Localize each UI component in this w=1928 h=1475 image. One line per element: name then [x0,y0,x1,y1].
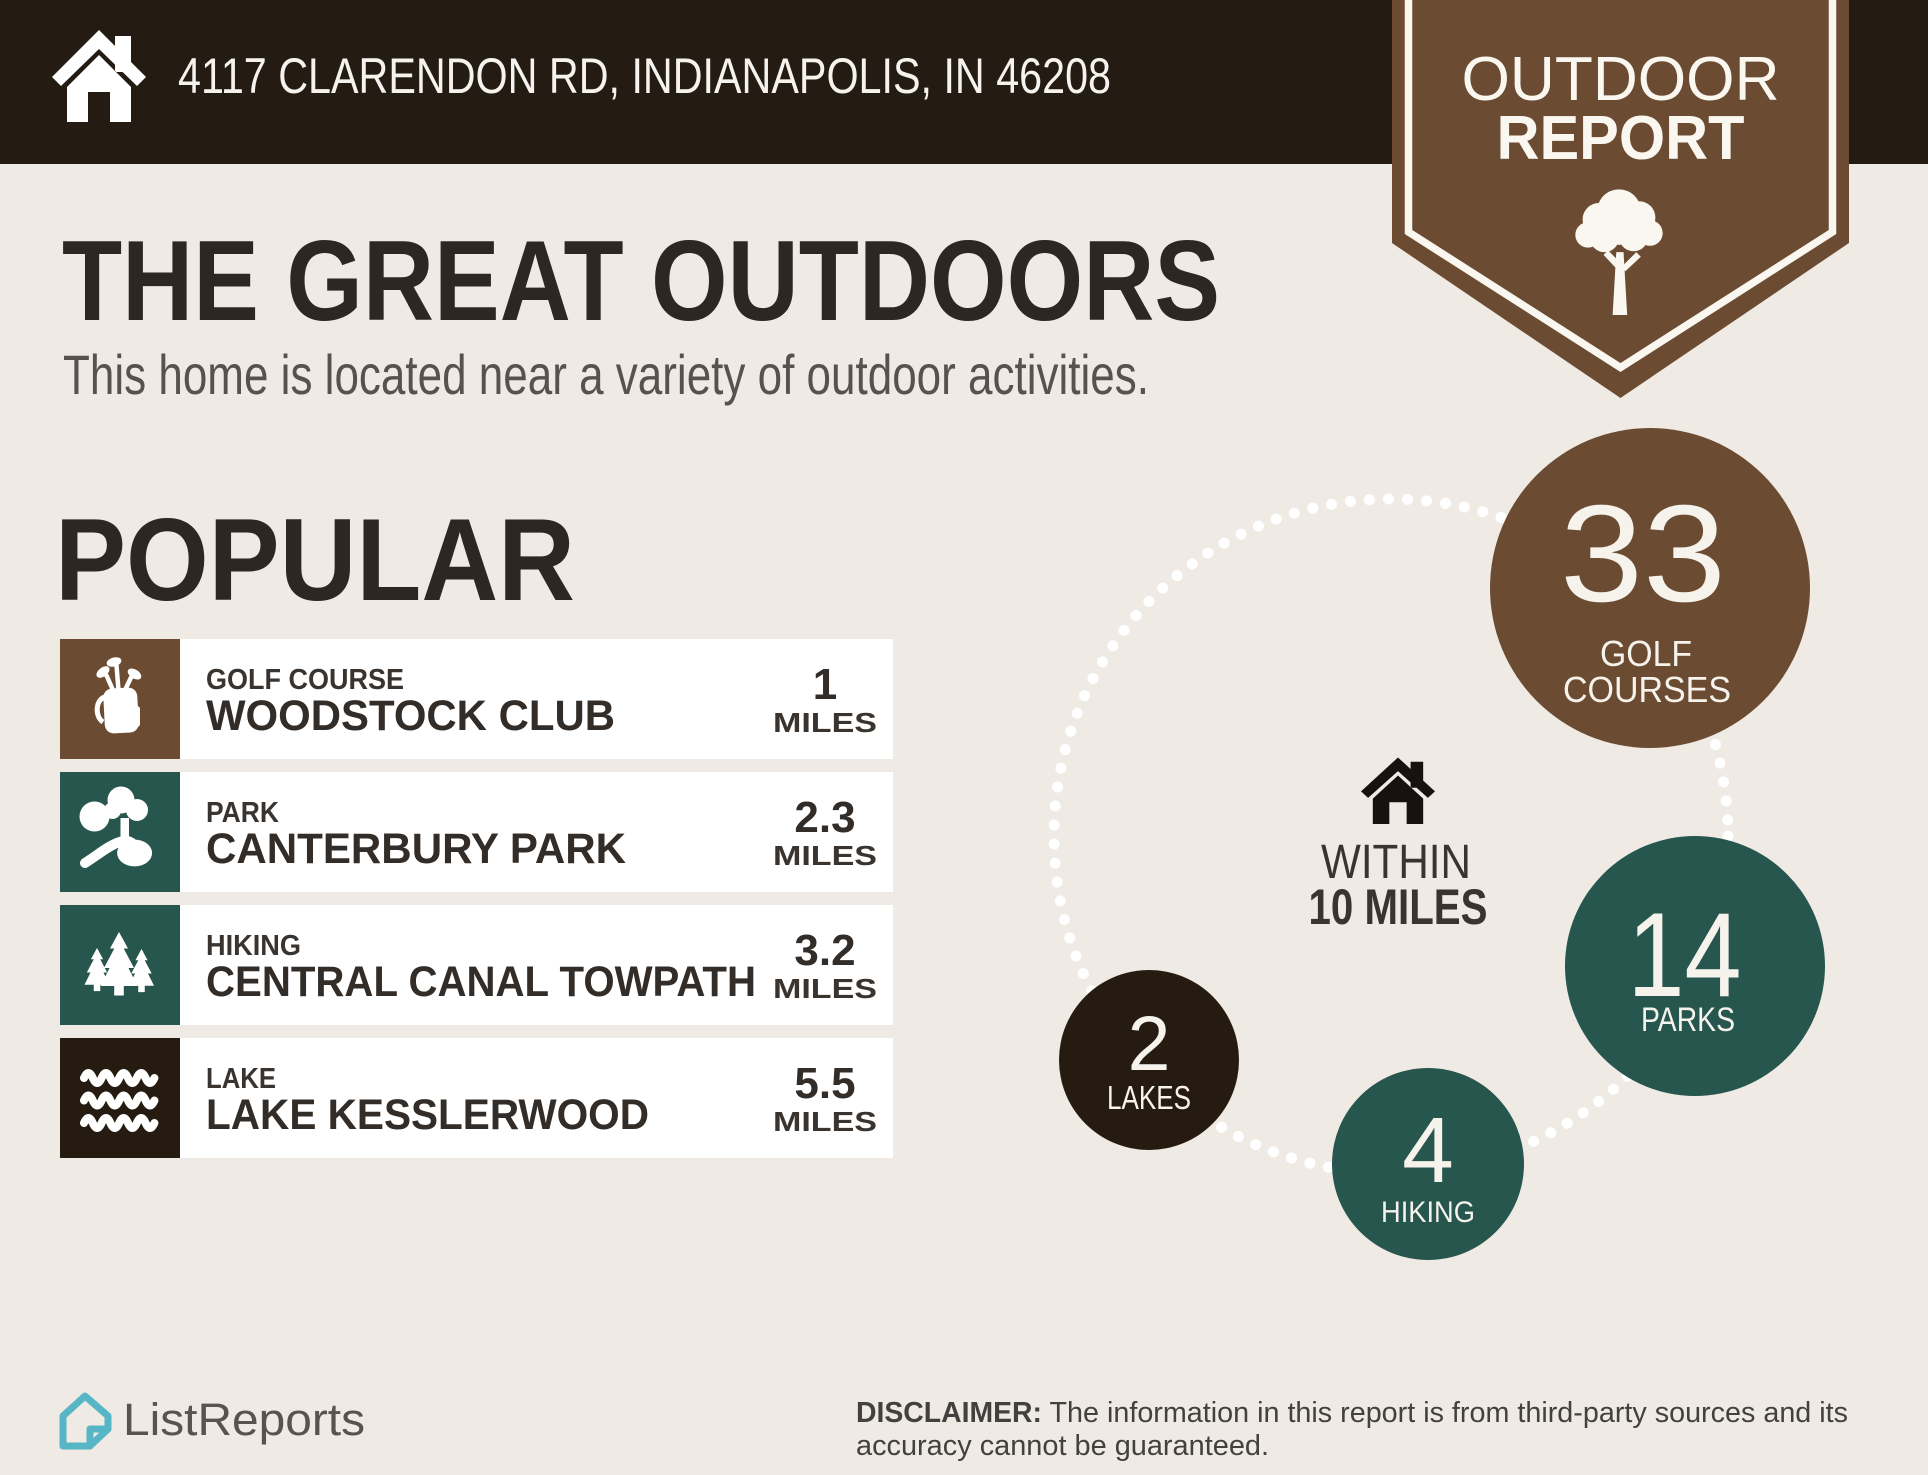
svg-text:COURSES: COURSES [1563,669,1731,710]
svg-text:3.2: 3.2 [794,926,855,975]
svg-text:MILES: MILES [773,840,877,871]
svg-text:MILES: MILES [773,1106,877,1137]
svg-text:OUTDOOR: OUTDOOR [1462,45,1780,114]
svg-text:WITHIN: WITHIN [1321,836,1471,889]
svg-text:THE GREAT OUTDOORS: THE GREAT OUTDOORS [62,218,1220,345]
svg-text:LAKE KESSLERWOOD: LAKE KESSLERWOOD [206,1091,649,1139]
svg-text:2.3: 2.3 [794,793,855,842]
svg-text:10 MILES: 10 MILES [1309,879,1488,935]
svg-text:1: 1 [813,660,837,709]
svg-text:MILES: MILES [773,973,877,1004]
svg-text:LAKE: LAKE [206,1063,276,1095]
svg-text:HIKING: HIKING [206,930,301,962]
svg-text:CANTERBURY PARK: CANTERBURY PARK [206,825,626,873]
svg-text:2: 2 [1128,1001,1171,1087]
svg-text:REPORT: REPORT [1497,104,1745,173]
svg-text:ListReports: ListReports [123,1394,365,1445]
svg-text:LAKES: LAKES [1107,1079,1191,1116]
svg-text:4: 4 [1402,1098,1454,1202]
svg-text:WOODSTOCK CLUB: WOODSTOCK CLUB [206,692,615,740]
svg-text:4117 CLARENDON RD, INDIANAPOLI: 4117 CLARENDON RD, INDIANAPOLIS, IN 4620… [178,48,1111,104]
svg-text:PARKS: PARKS [1641,1001,1735,1039]
svg-text:14: 14 [1628,888,1742,1022]
svg-text:This home is located near a va: This home is located near a variety of o… [63,343,1149,406]
svg-text:HIKING: HIKING [1381,1196,1475,1229]
svg-text:33: 33 [1560,477,1726,631]
svg-text:GOLF COURSE: GOLF COURSE [206,664,404,696]
svg-text:CENTRAL CANAL TOWPATH: CENTRAL CANAL TOWPATH [206,958,756,1006]
svg-text:MILES: MILES [773,707,877,738]
svg-text:accuracy cannot be guaranteed.: accuracy cannot be guaranteed. [856,1430,1269,1462]
svg-text:POPULAR: POPULAR [55,494,575,625]
svg-text:5.5: 5.5 [794,1059,855,1108]
svg-text:GOLF: GOLF [1600,633,1692,674]
svg-text:DISCLAIMER: The information in: DISCLAIMER: The information in this repo… [856,1397,1848,1429]
svg-text:PARK: PARK [206,797,279,829]
